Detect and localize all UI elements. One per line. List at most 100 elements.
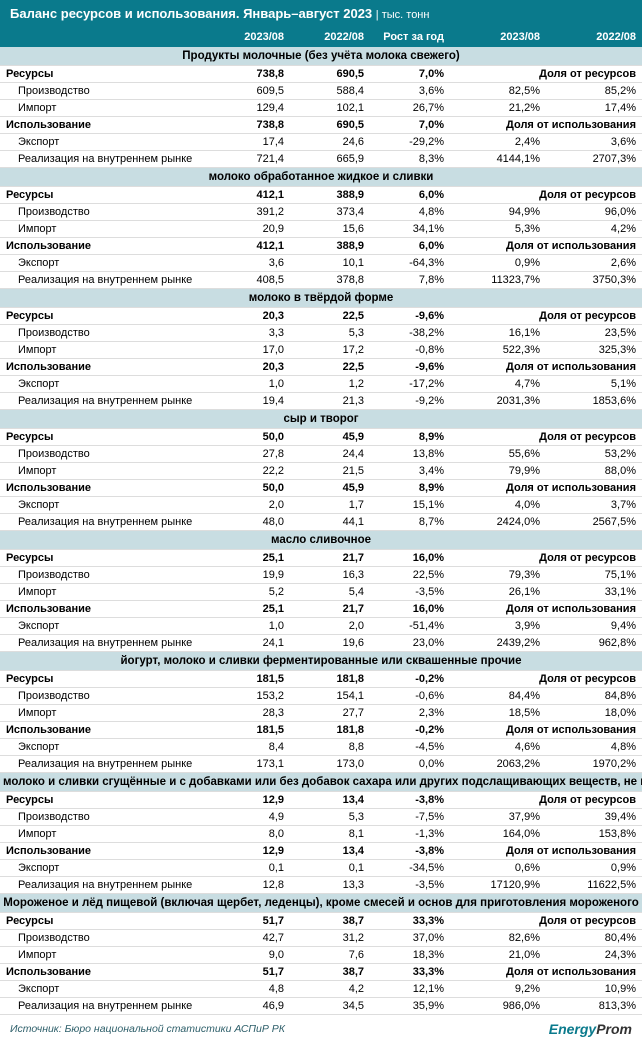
cell: 181,8	[290, 722, 370, 739]
share-use-label: Доля от использования	[450, 722, 642, 739]
cell: 17120,9%	[450, 877, 546, 894]
row-label: Реализация на внутреннем рынке	[0, 514, 210, 531]
cell: 79,3%	[450, 567, 546, 584]
cell: 35,9%	[370, 998, 450, 1015]
cell: 738,8	[210, 117, 290, 134]
cell: 10,9%	[546, 981, 642, 998]
row-label: Производство	[0, 567, 210, 584]
row-label: Использование	[0, 843, 210, 860]
cell: 22,5%	[370, 567, 450, 584]
cell: 22,5	[290, 308, 370, 325]
cell: 3,6%	[546, 134, 642, 151]
footer: Источник: Бюро национальной статистики А…	[0, 1015, 642, 1041]
row-domestic: Реализация на внутреннем рынке19,421,3-9…	[0, 393, 642, 410]
row-label: Реализация на внутреннем рынке	[0, 756, 210, 773]
cell: 51,7	[210, 964, 290, 981]
cell: 1,0	[210, 376, 290, 393]
cell: 82,6%	[450, 930, 546, 947]
section-name: молоко обработанное жидкое и сливки	[0, 168, 642, 187]
row-label: Реализация на внутреннем рынке	[0, 998, 210, 1015]
row-use: Использование12,913,4-3,8%Доля от исполь…	[0, 843, 642, 860]
cell: -38,2%	[370, 325, 450, 342]
section-header: сыр и творог	[0, 410, 642, 429]
cell: 50,0	[210, 429, 290, 446]
cell: 96,0%	[546, 204, 642, 221]
cell: 2,6%	[546, 255, 642, 272]
row-resources: Ресурсы738,8690,57,0%Доля от ресурсов	[0, 66, 642, 83]
cell: 3,6%	[370, 83, 450, 100]
cell: 8,4	[210, 739, 290, 756]
row-label: Ресурсы	[0, 429, 210, 446]
cell: 1,2	[290, 376, 370, 393]
row-label: Ресурсы	[0, 913, 210, 930]
cell: 24,4	[290, 446, 370, 463]
share-res-label: Доля от ресурсов	[450, 66, 642, 83]
col-2023: 2023/08	[210, 27, 290, 47]
cell: 986,0%	[450, 998, 546, 1015]
row-use: Использование412,1388,96,0%Доля от испол…	[0, 238, 642, 255]
cell: 522,3%	[450, 342, 546, 359]
col-share-2022: 2022/08	[546, 27, 642, 47]
cell: 2,4%	[450, 134, 546, 151]
row-production: Производство153,2154,1-0,6%84,4%84,8%	[0, 688, 642, 705]
row-label: Использование	[0, 601, 210, 618]
cell: 4,8	[210, 981, 290, 998]
cell: 38,7	[290, 964, 370, 981]
row-label: Ресурсы	[0, 187, 210, 204]
section-header: молоко в твёрдой форме	[0, 289, 642, 308]
cell: 102,1	[290, 100, 370, 117]
cell: 21,5	[290, 463, 370, 480]
row-resources: Ресурсы181,5181,8-0,2%Доля от ресурсов	[0, 671, 642, 688]
row-domestic: Реализация на внутреннем рынке48,044,18,…	[0, 514, 642, 531]
cell: 17,4%	[546, 100, 642, 117]
row-label: Производство	[0, 930, 210, 947]
cell: 5,4	[290, 584, 370, 601]
cell: 4,2	[290, 981, 370, 998]
cell: 84,8%	[546, 688, 642, 705]
share-use-label: Доля от использования	[450, 480, 642, 497]
row-domestic: Реализация на внутреннем рынке408,5378,8…	[0, 272, 642, 289]
cell: 55,6%	[450, 446, 546, 463]
cell: 0,9%	[450, 255, 546, 272]
cell: 129,4	[210, 100, 290, 117]
cell: -9,6%	[370, 359, 450, 376]
cell: 17,0	[210, 342, 290, 359]
row-production: Производство27,824,413,8%55,6%53,2%	[0, 446, 642, 463]
col-growth: Рост за год	[370, 27, 450, 47]
row-label: Производство	[0, 688, 210, 705]
row-import: Импорт8,08,1-1,3%164,0%153,8%	[0, 826, 642, 843]
share-res-label: Доля от ресурсов	[450, 671, 642, 688]
row-label: Использование	[0, 359, 210, 376]
row-export: Экспорт1,02,0-51,4%3,9%9,4%	[0, 618, 642, 635]
row-export: Экспорт4,84,212,1%9,2%10,9%	[0, 981, 642, 998]
cell: 153,2	[210, 688, 290, 705]
cell: -3,5%	[370, 584, 450, 601]
row-label: Импорт	[0, 221, 210, 238]
cell: 84,4%	[450, 688, 546, 705]
cell: 5,2	[210, 584, 290, 601]
cell: 20,3	[210, 359, 290, 376]
cell: 164,0%	[450, 826, 546, 843]
cell: 34,1%	[370, 221, 450, 238]
cell: -9,6%	[370, 308, 450, 325]
row-label: Реализация на внутреннем рынке	[0, 393, 210, 410]
row-label: Производство	[0, 446, 210, 463]
cell: 4,6%	[450, 739, 546, 756]
cell: 10,1	[290, 255, 370, 272]
cell: 20,9	[210, 221, 290, 238]
row-domestic: Реализация на внутреннем рынке721,4665,9…	[0, 151, 642, 168]
cell: 12,9	[210, 843, 290, 860]
cell: 9,0	[210, 947, 290, 964]
cell: 609,5	[210, 83, 290, 100]
row-label: Использование	[0, 964, 210, 981]
cell: 813,3%	[546, 998, 642, 1015]
row-use: Использование20,322,5-9,6%Доля от исполь…	[0, 359, 642, 376]
cell: 25,1	[210, 601, 290, 618]
row-label: Экспорт	[0, 860, 210, 877]
row-production: Производство3,35,3-38,2%16,1%23,5%	[0, 325, 642, 342]
cell: 85,2%	[546, 83, 642, 100]
table-title: Баланс ресурсов и использования. Январь–…	[0, 0, 642, 27]
cell: 13,4	[290, 792, 370, 809]
cell: 3,4%	[370, 463, 450, 480]
share-use-label: Доля от использования	[450, 843, 642, 860]
